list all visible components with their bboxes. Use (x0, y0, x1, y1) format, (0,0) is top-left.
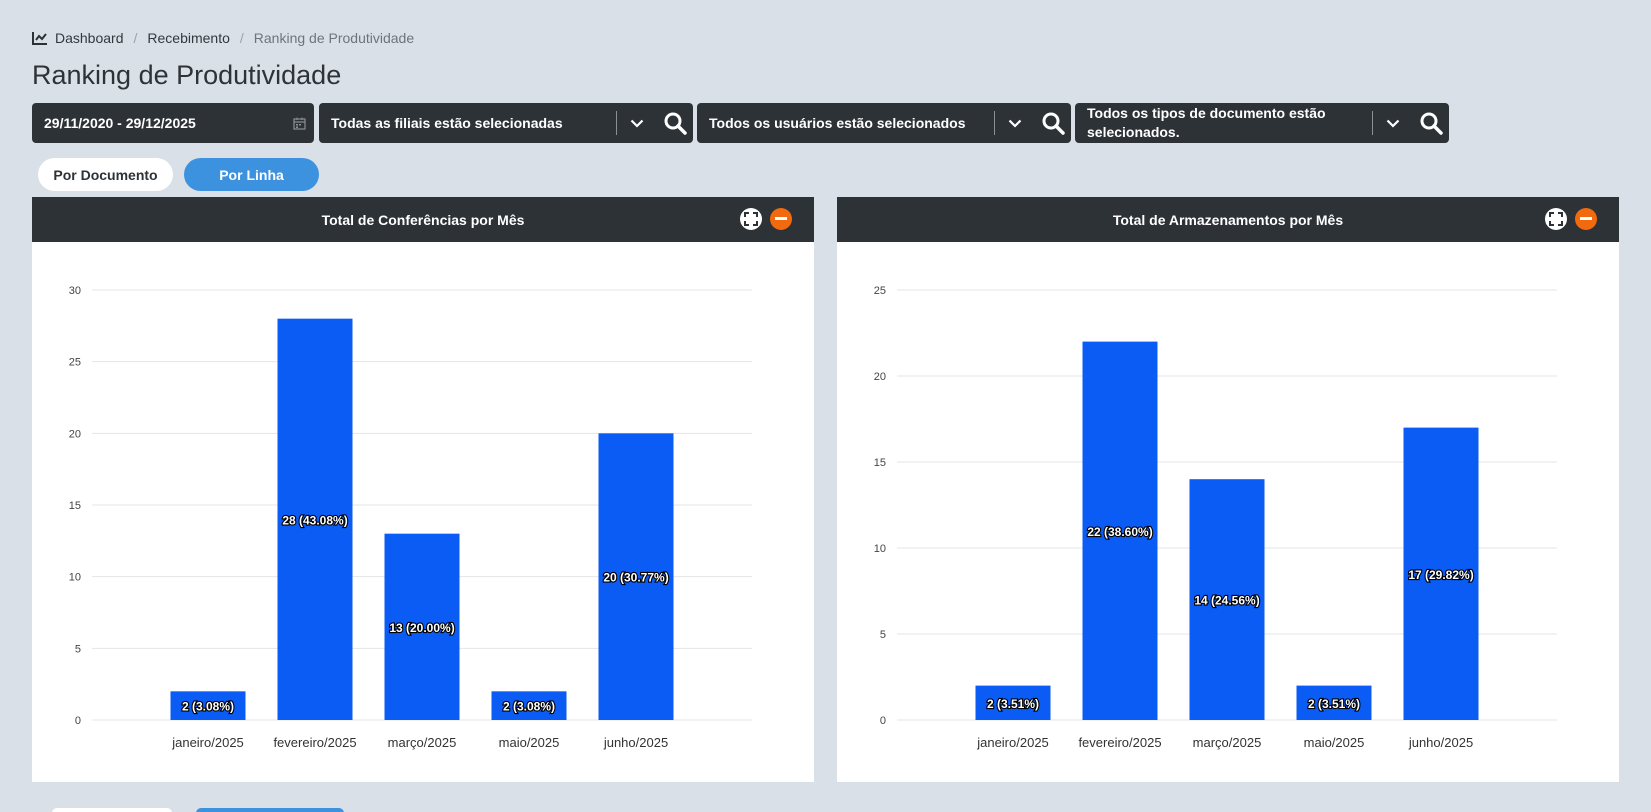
bar-data-label: 22 (38.60%) (1087, 525, 1152, 539)
bar[interactable] (277, 318, 353, 720)
x-tick-label: junho/2025 (603, 735, 668, 750)
bar[interactable] (1082, 341, 1158, 720)
x-tick-label: fevereiro/2025 (273, 735, 356, 750)
y-tick-label: 15 (874, 457, 886, 469)
bar-data-label: 2 (3.51%) (1308, 697, 1360, 711)
y-tick-label: 0 (880, 715, 886, 727)
search-icon[interactable] (1413, 111, 1449, 135)
chevron-down-icon[interactable] (617, 119, 657, 128)
chevron-down-icon[interactable] (995, 119, 1035, 128)
x-tick-label: maio/2025 (1304, 735, 1365, 750)
y-tick-label: 20 (69, 428, 81, 440)
by-document-button-next-section[interactable] (52, 808, 172, 812)
branch-select[interactable]: Todas as filiais estão selecionadas (319, 103, 693, 143)
chevron-down-icon[interactable] (1373, 119, 1413, 128)
conferences-bar-chart: 0 5 10 15 20 25 30 2 (3.08%) janeiro/2025 28 (43.… (69, 285, 752, 750)
user-select-value: Todos os usuários estão selecionados (709, 114, 966, 131)
by-line-button-next-section[interactable] (196, 808, 344, 812)
panel-title: Total de Conferências por Mês (321, 211, 525, 228)
y-tick-label: 30 (69, 285, 81, 297)
breadcrumb-separator: / (133, 30, 138, 46)
collapse-icon[interactable] (1575, 208, 1597, 230)
breadcrumb-separator: / (239, 30, 244, 46)
panel-title: Total de Armazenamentos por Mês (1112, 211, 1344, 228)
page-title: Ranking de Produtividade (32, 60, 342, 90)
search-icon[interactable] (657, 111, 693, 135)
expand-icon[interactable] (740, 208, 762, 230)
by-line-button[interactable]: Por Linha (184, 158, 319, 191)
bar[interactable] (384, 533, 460, 720)
bar-data-label: 28 (43.08%) (282, 513, 347, 527)
user-select[interactable]: Todos os usuários estão selecionados (697, 103, 1071, 143)
by-document-button[interactable]: Por Documento (38, 158, 173, 191)
date-range-value: 29/11/2020 - 29/12/2025 (44, 114, 196, 131)
x-tick-label: janeiro/2025 (171, 735, 244, 750)
breadcrumb-dashboard-link[interactable]: Dashboard (55, 30, 124, 46)
x-tick-label: maio/2025 (499, 735, 560, 750)
divider (616, 111, 617, 135)
expand-icon[interactable] (1545, 208, 1567, 230)
x-tick-label: janeiro/2025 (976, 735, 1049, 750)
x-tick-label: fevereiro/2025 (1078, 735, 1161, 750)
breadcrumb-recebimento-link[interactable]: Recebimento (147, 30, 230, 46)
y-tick-label: 5 (75, 643, 81, 655)
breadcrumb-current: Ranking de Produtividade (253, 30, 415, 46)
x-tick-label: março/2025 (1193, 735, 1262, 750)
divider (1372, 111, 1373, 135)
bar[interactable] (1189, 479, 1265, 720)
y-tick-label: 25 (874, 285, 886, 297)
bar-data-label: 2 (3.08%) (503, 700, 555, 714)
y-tick-label: 10 (874, 543, 886, 555)
bar[interactable] (598, 433, 674, 720)
calendar-icon[interactable] (284, 117, 314, 130)
y-tick-label: 20 (874, 371, 886, 383)
storage-chart-panel: Total de Armazenamentos por Mês 0 5 10 15 20… (837, 197, 1619, 782)
y-tick-label: 5 (880, 629, 886, 641)
x-tick-label: junho/2025 (1408, 735, 1473, 750)
conferences-chart-panel: Total de Conferências por Mês 0 5 10 15 20 25… (32, 197, 814, 782)
panel-header: Total de Conferências por Mês (32, 197, 814, 242)
x-tick-label: março/2025 (388, 735, 457, 750)
date-range-picker[interactable]: 29/11/2020 - 29/12/2025 (32, 103, 314, 143)
y-tick-label: 0 (75, 715, 81, 727)
bar-data-label: 13 (20.00%) (389, 621, 454, 635)
search-icon[interactable] (1035, 111, 1071, 135)
bar[interactable] (1296, 685, 1372, 720)
storage-bar-chart: 0 5 10 15 20 25 2 (3.51%) janeiro/2025 22 (38.60… (874, 285, 1557, 750)
document-type-select-value: Todos os tipos de documento estão seleci… (1087, 105, 1326, 140)
breadcrumb: Dashboard / Recebimento / Ranking de Pro… (32, 30, 414, 46)
bar-data-label: 14 (24.56%) (1194, 594, 1259, 608)
bar[interactable] (975, 685, 1051, 720)
panel-header: Total de Armazenamentos por Mês (837, 197, 1619, 242)
y-tick-label: 15 (69, 500, 81, 512)
y-tick-label: 10 (69, 572, 81, 584)
bar-data-label: 2 (3.08%) (182, 700, 234, 714)
bar-data-label: 20 (30.77%) (603, 571, 668, 585)
bar[interactable] (491, 691, 567, 720)
divider (994, 111, 995, 135)
bar-data-label: 17 (29.82%) (1408, 568, 1473, 582)
document-type-select[interactable]: Todos os tipos de documento estão seleci… (1075, 103, 1449, 143)
branch-select-value: Todas as filiais estão selecionadas (331, 114, 563, 131)
collapse-icon[interactable] (770, 208, 792, 230)
chart-line-icon (32, 31, 48, 45)
y-tick-label: 25 (69, 357, 81, 369)
bar[interactable] (1403, 427, 1479, 720)
bar[interactable] (170, 691, 246, 720)
bar-data-label: 2 (3.51%) (987, 697, 1039, 711)
